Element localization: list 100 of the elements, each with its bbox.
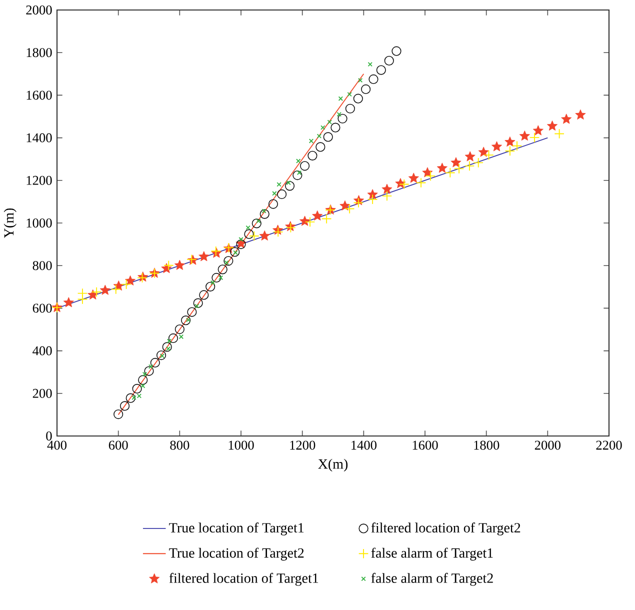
point <box>187 307 197 317</box>
point <box>142 372 148 377</box>
point <box>144 366 154 376</box>
point <box>344 204 355 214</box>
point <box>210 280 216 285</box>
point <box>338 114 348 124</box>
point <box>174 324 184 334</box>
point <box>272 191 277 196</box>
point <box>150 358 160 368</box>
point <box>262 208 266 214</box>
x-tick-label: 800 <box>170 440 190 450</box>
point <box>384 56 394 66</box>
point <box>308 150 318 160</box>
point <box>529 132 540 143</box>
point <box>77 294 88 304</box>
y-tick-label: 1000 <box>26 218 52 228</box>
point <box>300 161 310 171</box>
point <box>166 338 172 344</box>
point <box>473 158 484 168</box>
point <box>163 260 174 271</box>
point <box>168 333 178 344</box>
point <box>464 160 475 172</box>
point <box>340 200 350 210</box>
point <box>399 179 410 190</box>
point <box>218 275 224 280</box>
point <box>491 141 502 152</box>
point <box>367 194 378 204</box>
x-axis-title: X(m) <box>318 458 348 472</box>
point <box>63 297 74 308</box>
point <box>512 140 522 152</box>
point <box>392 46 402 56</box>
point <box>181 316 191 326</box>
x-tick-label: 1400 <box>352 440 377 450</box>
x-tick-label: 1600 <box>412 440 438 450</box>
x-tick-label: 1000 <box>228 440 254 450</box>
x-tick-label: 2200 <box>596 440 622 450</box>
x-tick-label: 1200 <box>290 440 316 450</box>
point <box>132 384 142 394</box>
point <box>114 409 124 420</box>
point <box>286 180 291 186</box>
point <box>244 229 254 239</box>
point <box>224 256 234 266</box>
point <box>316 134 322 138</box>
point <box>519 130 530 141</box>
x-tick-label: 400 <box>47 440 67 450</box>
point <box>532 125 544 136</box>
point <box>454 164 464 174</box>
point <box>272 226 284 238</box>
point <box>347 92 352 97</box>
point <box>260 209 270 219</box>
legend-label: filtered location of Target1 <box>169 572 318 586</box>
point <box>230 247 240 257</box>
legend-label: false alarm of Target2 <box>371 572 493 586</box>
point <box>382 184 392 194</box>
point <box>91 286 102 298</box>
point <box>367 189 378 200</box>
y-tick-label: 1200 <box>26 176 52 185</box>
point <box>395 178 406 188</box>
point <box>554 128 564 139</box>
y-tick-label: 200 <box>32 388 52 398</box>
point <box>484 150 494 160</box>
point <box>312 210 323 220</box>
point <box>353 94 363 104</box>
point <box>259 230 270 240</box>
point <box>125 275 136 286</box>
point <box>284 181 295 191</box>
point <box>368 62 372 67</box>
point <box>382 190 392 202</box>
point <box>330 122 340 132</box>
point <box>345 104 355 114</box>
point <box>425 170 436 182</box>
point <box>376 65 386 75</box>
y-tick-label: 0 <box>46 431 52 440</box>
point <box>416 178 426 188</box>
point <box>323 132 333 142</box>
point <box>478 146 489 157</box>
point <box>575 109 586 120</box>
point <box>361 84 371 94</box>
y-tick-label: 400 <box>32 346 52 356</box>
point <box>436 162 448 173</box>
point <box>178 334 184 340</box>
point <box>368 74 378 84</box>
y-tick-label: 1600 <box>26 90 52 100</box>
y-axis-title: Y(m) <box>4 208 16 238</box>
y-tick-label: 2000 <box>26 6 52 14</box>
point <box>238 237 244 242</box>
point <box>561 114 572 124</box>
point <box>121 279 132 290</box>
point <box>546 120 558 131</box>
point <box>138 375 148 385</box>
point <box>338 96 344 101</box>
point <box>316 142 326 152</box>
point <box>358 78 363 83</box>
point <box>194 304 200 308</box>
y-tick-label: 1800 <box>26 48 52 58</box>
point <box>296 158 301 164</box>
point <box>320 125 326 130</box>
legend-label: filtered location of Target2 <box>371 522 520 536</box>
point <box>126 393 136 403</box>
x-tick-label: 2000 <box>534 440 560 450</box>
